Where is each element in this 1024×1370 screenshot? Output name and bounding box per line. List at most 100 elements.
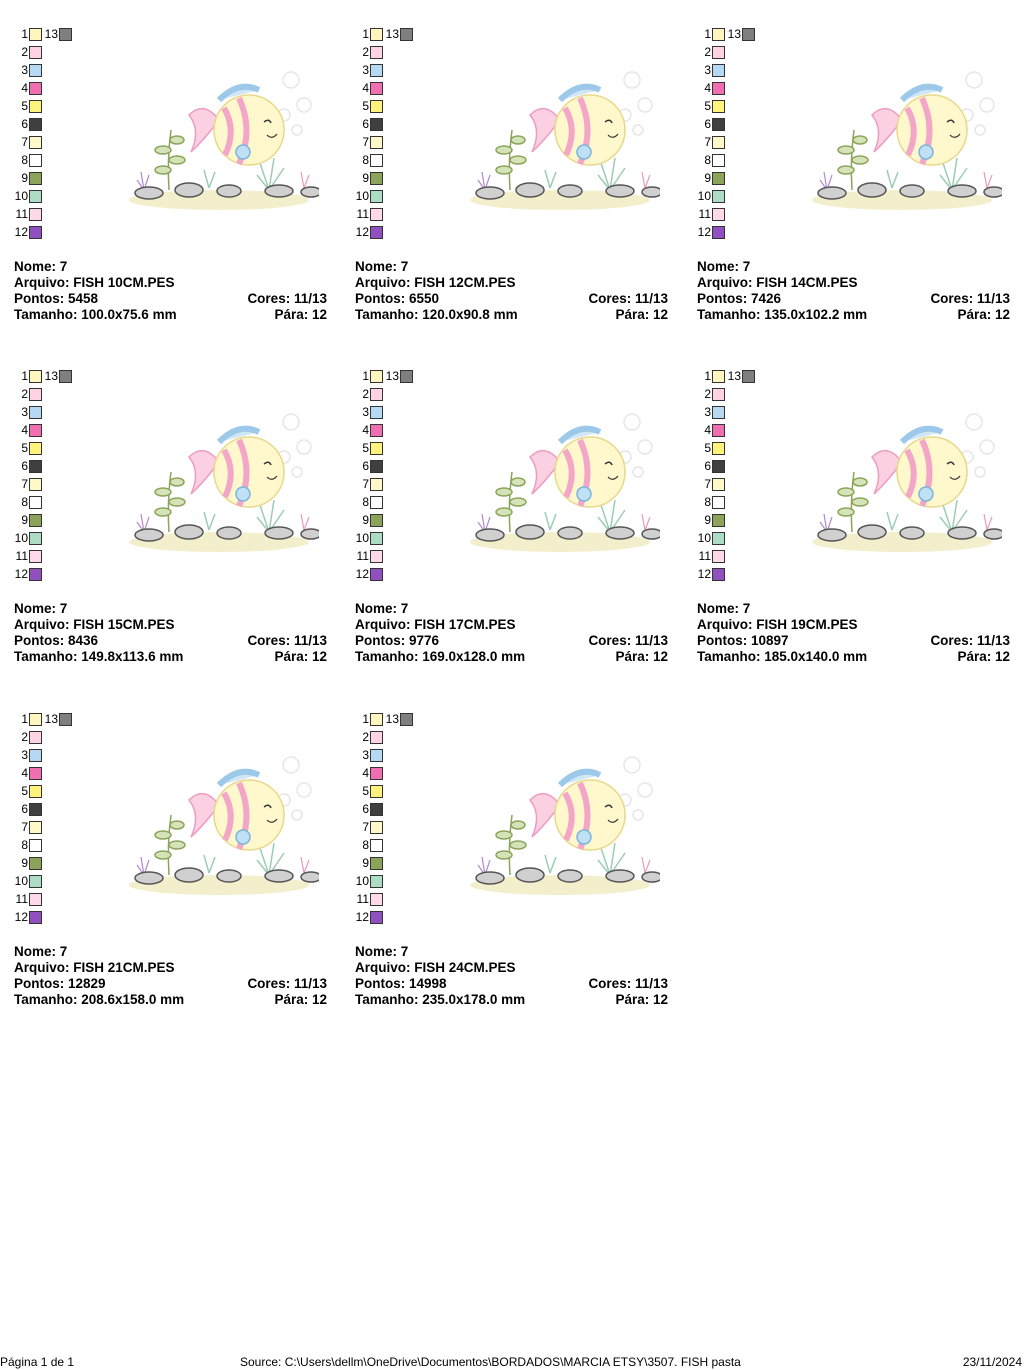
color-swatch <box>29 46 42 59</box>
design-card: 1 2 3 4 5 6 7 8 9 10 11 12 13 Nome: 7 Arquivo: FISH 17… <box>355 342 675 672</box>
design-stitches: Pontos: 10897 <box>697 633 789 648</box>
design-file: Arquivo: FISH 14CM.PES <box>697 275 858 290</box>
design-name: Nome: 7 <box>355 601 409 616</box>
design-colors: Cores: 11/13 <box>588 976 668 991</box>
color-number: 6 <box>21 117 28 131</box>
color-swatch <box>370 154 383 167</box>
color-swatch <box>712 118 725 131</box>
design-colors: Cores: 11/13 <box>588 291 668 306</box>
color-number: 11 <box>15 892 28 906</box>
color-swatch <box>712 550 725 563</box>
color-number: 4 <box>362 423 369 437</box>
color-swatch <box>29 460 42 473</box>
color-swatch <box>370 118 383 131</box>
design-colors: Cores: 11/13 <box>247 633 327 648</box>
color-swatch <box>370 370 383 383</box>
color-swatch <box>712 154 725 167</box>
color-swatch <box>29 208 42 221</box>
color-number: 6 <box>21 459 28 473</box>
design-stitches: Pontos: 9776 <box>355 633 440 648</box>
color-number: 7 <box>704 477 711 491</box>
color-swatch <box>370 767 383 780</box>
color-swatch <box>29 388 42 401</box>
color-swatch <box>370 893 383 906</box>
color-number: 3 <box>704 63 711 77</box>
color-swatch <box>370 424 383 437</box>
color-swatch <box>29 731 42 744</box>
color-number: 9 <box>362 513 369 527</box>
color-swatch <box>29 532 42 545</box>
color-number: 3 <box>21 405 28 419</box>
color-swatch <box>400 28 413 41</box>
color-number: 2 <box>21 730 28 744</box>
color-number: 3 <box>21 748 28 762</box>
color-swatch <box>712 46 725 59</box>
color-swatch <box>370 208 383 221</box>
color-number: 13 <box>44 369 58 383</box>
color-swatch <box>370 442 383 455</box>
color-number: 2 <box>704 387 711 401</box>
color-number: 12 <box>355 910 369 924</box>
color-number: 9 <box>21 171 28 185</box>
color-swatch <box>29 893 42 906</box>
color-number: 13 <box>385 369 399 383</box>
design-size: Tamanho: 208.6x158.0 mm <box>14 992 185 1007</box>
footer-date: 23/11/2024 <box>962 1355 1022 1369</box>
design-preview <box>460 745 660 905</box>
color-number: 3 <box>362 748 369 762</box>
color-number: 1 <box>704 27 711 41</box>
color-number: 1 <box>362 27 369 41</box>
color-number: 12 <box>697 567 711 581</box>
color-swatch <box>29 875 42 888</box>
color-number: 4 <box>21 766 28 780</box>
design-size: Tamanho: 185.0x140.0 mm <box>697 649 868 664</box>
color-swatch <box>712 64 725 77</box>
color-swatch <box>370 803 383 816</box>
color-swatch <box>712 478 725 491</box>
color-number: 7 <box>362 135 369 149</box>
color-swatch <box>29 190 42 203</box>
color-number: 13 <box>44 27 58 41</box>
design-name: Nome: 7 <box>697 601 751 616</box>
color-swatch <box>370 496 383 509</box>
color-swatch <box>59 713 72 726</box>
color-swatch <box>29 28 42 41</box>
design-card: 1 2 3 4 5 6 7 8 9 10 11 12 13 Nome: 7 Arquivo: FISH 10… <box>14 0 334 330</box>
color-swatch <box>29 803 42 816</box>
color-swatch <box>370 911 383 924</box>
color-number: 3 <box>21 63 28 77</box>
color-number: 12 <box>355 225 369 239</box>
color-number: 2 <box>704 45 711 59</box>
color-swatch <box>712 82 725 95</box>
color-swatch <box>370 839 383 852</box>
color-swatch <box>29 172 42 185</box>
color-swatch <box>712 388 725 401</box>
color-swatch <box>370 821 383 834</box>
design-size: Tamanho: 149.8x113.6 mm <box>14 649 184 664</box>
color-swatch <box>370 28 383 41</box>
color-number: 11 <box>356 892 369 906</box>
color-swatch <box>29 136 42 149</box>
color-swatch <box>370 82 383 95</box>
color-swatch <box>370 190 383 203</box>
color-number: 6 <box>362 802 369 816</box>
color-swatch <box>712 514 725 527</box>
color-number: 6 <box>362 117 369 131</box>
color-number: 9 <box>362 171 369 185</box>
color-number: 8 <box>362 153 369 167</box>
color-swatch <box>370 460 383 473</box>
color-swatch <box>29 839 42 852</box>
design-stops: Pára: 12 <box>957 649 1010 664</box>
design-name: Nome: 7 <box>355 944 409 959</box>
design-file: Arquivo: FISH 21CM.PES <box>14 960 175 975</box>
design-stops: Pára: 12 <box>274 992 327 1007</box>
color-number: 11 <box>698 549 711 563</box>
color-number: 5 <box>21 99 28 113</box>
color-swatch <box>29 118 42 131</box>
design-size: Tamanho: 169.0x128.0 mm <box>355 649 526 664</box>
design-name: Nome: 7 <box>355 259 409 274</box>
color-number: 6 <box>704 117 711 131</box>
design-preview <box>119 402 319 562</box>
design-preview <box>802 60 1002 220</box>
